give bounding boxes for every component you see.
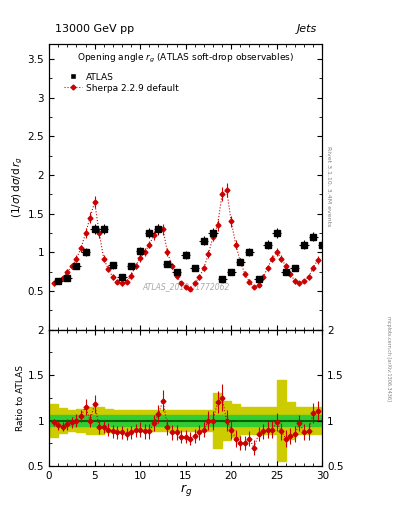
Y-axis label: $(1/\sigma)\,\mathrm{d}\sigma/\mathrm{d}\,r_g$: $(1/\sigma)\,\mathrm{d}\sigma/\mathrm{d}…: [11, 156, 25, 218]
Text: 13000 GeV pp: 13000 GeV pp: [55, 24, 134, 33]
Text: mcplots.cern.ch [arXiv:1306.3436]: mcplots.cern.ch [arXiv:1306.3436]: [386, 316, 391, 401]
X-axis label: $r_g$: $r_g$: [180, 482, 192, 498]
Y-axis label: Rivet 3.1.10, 3.4M events: Rivet 3.1.10, 3.4M events: [327, 146, 331, 227]
Text: Jets: Jets: [297, 24, 317, 33]
Legend: ATLAS, Sherpa 2.2.9 default: ATLAS, Sherpa 2.2.9 default: [62, 71, 181, 94]
Y-axis label: Ratio to ATLAS: Ratio to ATLAS: [16, 365, 25, 431]
Text: Opening angle $r_g$ (ATLAS soft-drop observables): Opening angle $r_g$ (ATLAS soft-drop obs…: [77, 52, 294, 65]
Text: ATLAS_2019_I1772062: ATLAS_2019_I1772062: [142, 282, 230, 291]
